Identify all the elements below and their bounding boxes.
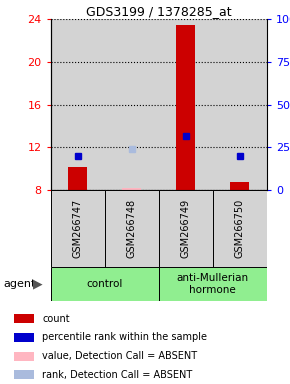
Bar xyxy=(176,25,195,190)
Text: GSM266750: GSM266750 xyxy=(235,199,245,258)
Text: control: control xyxy=(87,279,123,289)
Bar xyxy=(105,19,159,190)
Bar xyxy=(230,182,249,190)
Bar xyxy=(213,19,267,190)
Bar xyxy=(105,190,159,267)
Text: GSM266747: GSM266747 xyxy=(73,199,83,258)
Text: ▶: ▶ xyxy=(33,278,43,291)
Bar xyxy=(51,19,105,190)
Text: count: count xyxy=(42,314,70,324)
Bar xyxy=(159,19,213,190)
Text: anti-Mullerian
hormone: anti-Mullerian hormone xyxy=(177,273,249,295)
Text: rank, Detection Call = ABSENT: rank, Detection Call = ABSENT xyxy=(42,370,192,380)
Text: value, Detection Call = ABSENT: value, Detection Call = ABSENT xyxy=(42,351,197,361)
Title: GDS3199 / 1378285_at: GDS3199 / 1378285_at xyxy=(86,5,232,18)
Bar xyxy=(14,314,34,323)
Bar xyxy=(14,333,34,342)
Bar xyxy=(51,267,159,301)
Text: GSM266749: GSM266749 xyxy=(181,199,191,258)
Bar xyxy=(14,371,34,379)
Bar xyxy=(213,190,267,267)
Bar xyxy=(159,267,267,301)
Text: percentile rank within the sample: percentile rank within the sample xyxy=(42,333,207,343)
Bar xyxy=(68,167,87,190)
Bar xyxy=(122,188,141,190)
Text: agent: agent xyxy=(3,279,35,289)
Bar xyxy=(51,190,105,267)
Text: GSM266748: GSM266748 xyxy=(127,199,137,258)
Bar xyxy=(14,352,34,361)
Bar xyxy=(159,190,213,267)
